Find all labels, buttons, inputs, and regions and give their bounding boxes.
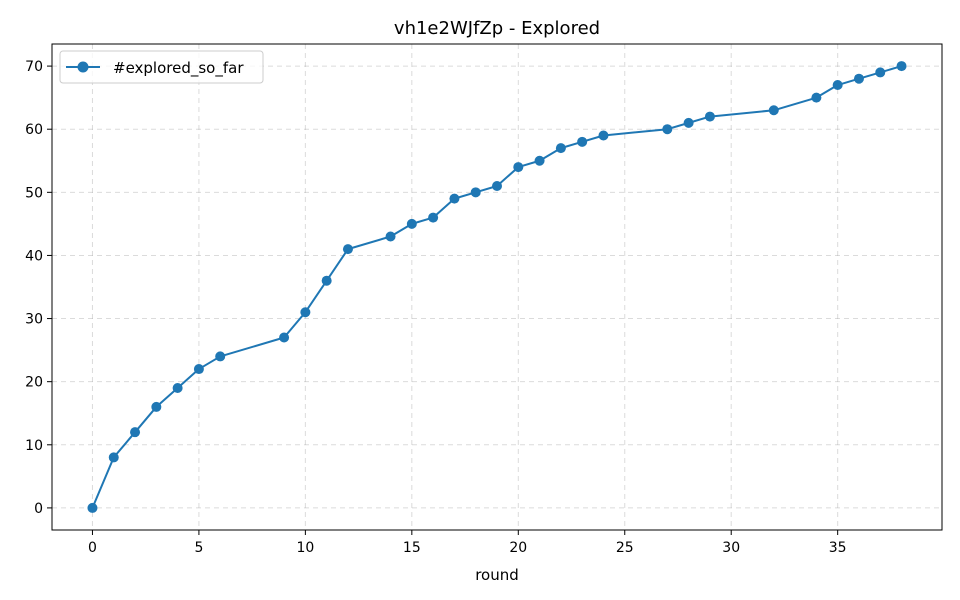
data-point bbox=[300, 307, 311, 318]
data-point bbox=[768, 105, 779, 116]
data-point bbox=[577, 136, 588, 147]
data-point bbox=[385, 231, 396, 242]
y-tick-label: 20 bbox=[25, 375, 43, 391]
data-point bbox=[151, 401, 162, 412]
x-tick-label: 25 bbox=[616, 540, 634, 556]
data-point bbox=[193, 364, 204, 375]
data-point bbox=[555, 143, 566, 154]
data-point bbox=[87, 502, 98, 513]
data-point bbox=[470, 187, 481, 198]
x-axis-label: round bbox=[475, 566, 519, 584]
data-point bbox=[896, 61, 907, 72]
data-point bbox=[875, 67, 886, 78]
y-axis: 0 10 20 30 40 50 60 70 bbox=[25, 59, 52, 517]
x-tick-label: 5 bbox=[194, 540, 203, 556]
chart-title: vh1e2WJfZp - Explored bbox=[394, 18, 600, 39]
data-point bbox=[130, 427, 141, 438]
data-point bbox=[108, 452, 119, 463]
legend-box bbox=[59, 50, 264, 84]
data-point bbox=[853, 73, 864, 84]
y-tick-label: 10 bbox=[25, 438, 43, 454]
y-tick-label: 70 bbox=[25, 59, 43, 75]
data-point bbox=[406, 218, 417, 229]
x-tick-label: 30 bbox=[722, 540, 740, 556]
plot-area-frame bbox=[51, 43, 943, 531]
y-tick-label: 30 bbox=[25, 312, 43, 328]
series-line bbox=[91, 65, 902, 509]
series-layer bbox=[87, 61, 907, 513]
legend-marker-swatch bbox=[77, 61, 89, 73]
x-tick-label: 15 bbox=[403, 540, 421, 556]
x-tick-label: 10 bbox=[296, 540, 314, 556]
data-point bbox=[428, 212, 439, 223]
data-point bbox=[342, 244, 353, 255]
x-tick-label: 20 bbox=[509, 540, 527, 556]
data-point bbox=[704, 111, 715, 122]
data-point bbox=[279, 332, 290, 343]
legend-label: #explored_so_far bbox=[113, 59, 244, 78]
data-point bbox=[172, 382, 183, 393]
y-tick-label: 40 bbox=[25, 248, 43, 264]
data-point bbox=[832, 80, 843, 91]
x-tick-label: 35 bbox=[829, 540, 847, 556]
data-point bbox=[215, 351, 226, 362]
data-point bbox=[598, 130, 609, 141]
x-axis: 0 5 10 15 20 25 30 35 bbox=[88, 530, 847, 556]
y-tick-label: 0 bbox=[34, 501, 43, 517]
data-point bbox=[534, 155, 545, 166]
data-point bbox=[683, 117, 694, 128]
data-point bbox=[662, 124, 673, 135]
data-point bbox=[492, 181, 502, 192]
data-point bbox=[811, 92, 822, 103]
x-tick-label: 0 bbox=[88, 540, 97, 556]
y-tick-label: 50 bbox=[25, 185, 43, 201]
legend: #explored_so_far bbox=[59, 50, 264, 84]
data-point bbox=[321, 275, 332, 286]
data-point bbox=[513, 162, 524, 173]
data-point bbox=[449, 193, 460, 204]
y-tick-label: 60 bbox=[25, 122, 43, 138]
grid-lines bbox=[52, 44, 942, 530]
